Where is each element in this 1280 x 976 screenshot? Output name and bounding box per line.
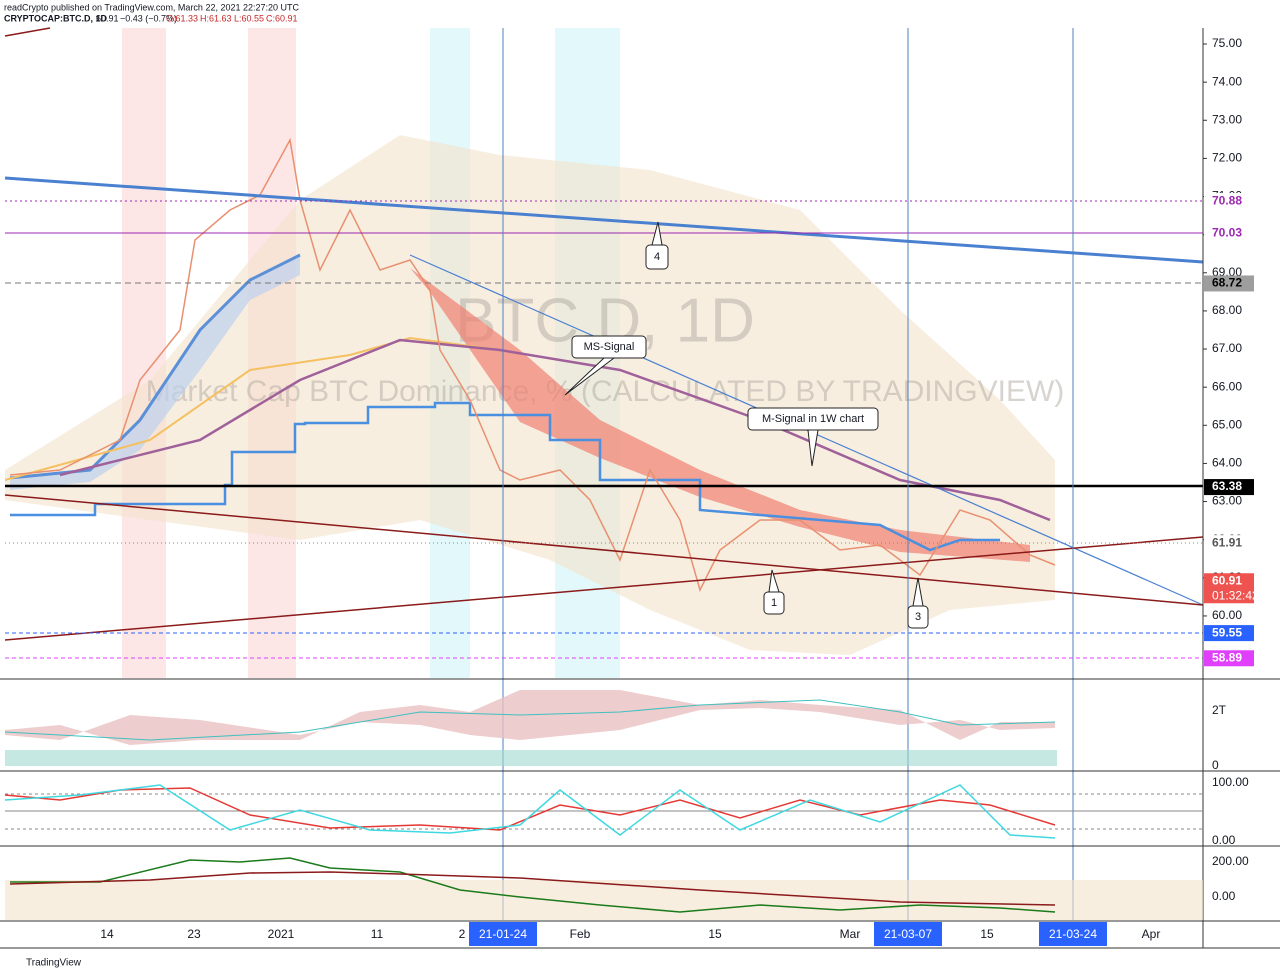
price-label: 69.00 — [1212, 265, 1242, 279]
indicator-line — [4, 699, 1056, 741]
price-label: 60.00 — [1212, 608, 1242, 622]
time-label: 15 — [980, 927, 994, 941]
price-label: 73.00 — [1212, 112, 1242, 126]
ribbon — [10, 255, 300, 490]
ma-line — [59, 338, 1051, 522]
footer-brand: TradingView — [26, 958, 82, 969]
price-tag-label: 61.91 — [1212, 535, 1242, 549]
callout-pointer — [768, 569, 780, 593]
last-price: 60.91 — [96, 13, 119, 23]
callout-pointer — [807, 429, 819, 467]
pane-axis-label: 2T — [1212, 703, 1227, 717]
price-tag-countdown: 01:32:42 — [1212, 588, 1259, 602]
price-tag — [1204, 225, 1254, 242]
trend-line — [4, 176, 1204, 264]
callout-pointer — [651, 221, 663, 246]
time-marker-label: 21-03-07 — [884, 927, 932, 941]
price-label: 68.00 — [1212, 303, 1242, 317]
price-tag — [1204, 535, 1254, 552]
price-tag — [1204, 650, 1254, 667]
price-label: 72.00 — [1212, 151, 1242, 165]
watermark-description: Market Cap BTC Dominance, % (CALCULATED … — [146, 375, 1065, 408]
callout-text: 1 — [771, 597, 777, 609]
pane-axis-label: 100.00 — [1212, 775, 1249, 789]
time-label: 14 — [100, 927, 114, 941]
oscillator-line — [4, 784, 1056, 839]
low: L:60.55 — [234, 13, 264, 23]
trend-line — [4, 536, 1204, 641]
callout-box — [907, 605, 929, 629]
callout-text: M-Signal in 1W chart — [762, 413, 864, 425]
high: H:61.63 — [200, 13, 232, 23]
time-label: 2 — [459, 927, 466, 941]
callout-text: MS-Signal — [584, 341, 635, 353]
band-area — [5, 880, 1203, 920]
time-label: 2021 — [268, 927, 295, 941]
pane-axis-label: 0.00 — [1212, 833, 1236, 847]
sub-panes — [0, 28, 1280, 948]
price-label: 64.00 — [1212, 456, 1242, 470]
time-label: 23 — [187, 927, 201, 941]
pane-axis-label: 0 — [1212, 758, 1219, 772]
price-tag — [1204, 625, 1254, 642]
price-tag — [1204, 275, 1254, 292]
time-label: Feb — [570, 927, 591, 941]
price-line — [9, 137, 1056, 593]
price-tag-label: 60.91 — [1212, 573, 1242, 587]
pane-axis-label: 0.00 — [1212, 889, 1236, 903]
time-marker — [1039, 922, 1107, 946]
time-label: Mar — [840, 927, 861, 941]
price-tag-label: 70.88 — [1212, 193, 1242, 207]
trend-line — [4, 27, 51, 37]
price-tag-label: 70.03 — [1212, 226, 1242, 240]
time-marker-label: 21-03-24 — [1049, 927, 1097, 941]
highlight-band — [122, 28, 166, 678]
published-line: readCrypto published on TradingView.com,… — [4, 2, 300, 12]
close: C:60.91 — [266, 13, 298, 23]
price-tag-label: 58.89 — [1212, 650, 1242, 664]
callout-text: 4 — [654, 251, 660, 263]
time-label: 15 — [708, 927, 722, 941]
time-marker — [469, 922, 537, 946]
price-tag — [1204, 193, 1254, 210]
time-label: 11 — [371, 927, 384, 941]
change: −0.43 (−0.7%) — [120, 13, 177, 23]
price-tag-label: 68.72 — [1212, 276, 1242, 290]
open: O:61.33 — [166, 13, 198, 23]
price-label: 65.00 — [1212, 417, 1242, 431]
time-marker-label: 21-01-24 — [479, 927, 527, 941]
callout-text: 3 — [915, 611, 921, 623]
price-label: 63.00 — [1212, 494, 1242, 508]
cloud-area — [5, 690, 1055, 745]
price-label: 67.00 — [1212, 341, 1242, 355]
price-tag — [1204, 573, 1254, 604]
header: readCrypto published on TradingView.com,… — [4, 2, 300, 23]
trend-line — [4, 494, 1204, 606]
price-tag — [1204, 479, 1254, 496]
callout-box — [645, 244, 669, 270]
pane-axis-label: 200.00 — [1212, 854, 1249, 868]
main-pane: BTC.D, 1D Market Cap BTC Dominance, % (C… — [4, 27, 1204, 920]
price-label: 75.00 — [1212, 36, 1242, 50]
volume-area — [5, 750, 1057, 766]
callout-box — [571, 335, 647, 359]
symbol: CRYPTOCAP:BTC.D, 1D — [4, 13, 108, 23]
time-label: Apr — [1142, 927, 1161, 941]
callout-box — [747, 407, 879, 431]
callout-pointer — [912, 577, 924, 607]
time-marker — [874, 922, 942, 946]
callout-pointer — [564, 357, 615, 396]
price-tag-label: 63.38 — [1212, 479, 1242, 493]
momentum-line — [10, 857, 1056, 913]
ma-line — [4, 336, 501, 481]
callout-box — [763, 591, 785, 615]
price-label: 74.00 — [1212, 74, 1242, 88]
price-label: 66.00 — [1212, 379, 1242, 393]
price-tag-label: 59.55 — [1212, 625, 1242, 639]
momentum-signal — [9, 871, 1056, 906]
